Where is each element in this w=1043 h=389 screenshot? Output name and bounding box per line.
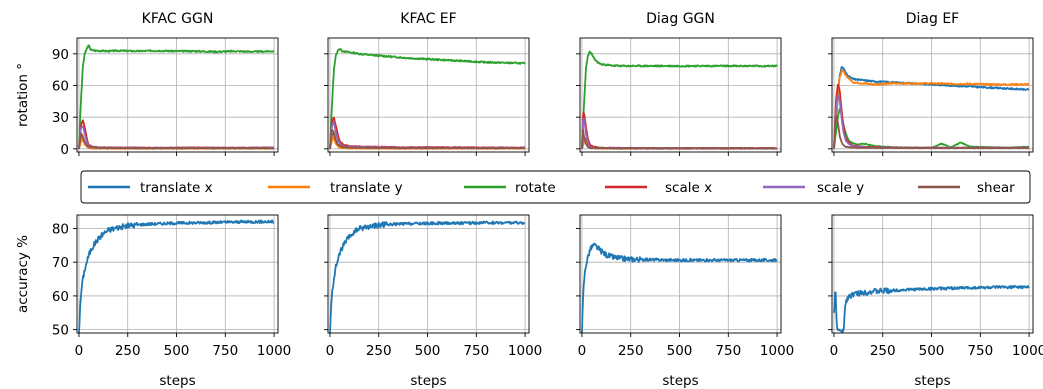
x-tick-label: 750: [212, 343, 238, 359]
x-tick-label: 250: [115, 343, 141, 359]
x-axis-label: steps: [914, 373, 950, 389]
panel-title: Diag GGN: [646, 11, 715, 27]
x-tick-label: 750: [967, 343, 993, 359]
y-tick-label: 30: [52, 110, 69, 126]
x-tick-label: 250: [618, 343, 644, 359]
x-axis-label: steps: [662, 373, 698, 389]
x-tick-label: 1000: [257, 343, 291, 359]
axes-frame: [580, 215, 781, 333]
x-tick-label: 0: [75, 343, 84, 359]
x-tick-label: 500: [164, 343, 190, 359]
panel-title: KFAC EF: [400, 11, 456, 27]
y-tick-label: 60: [52, 289, 69, 305]
panel-title: Diag EF: [906, 11, 959, 27]
x-tick-label: 250: [870, 343, 896, 359]
y-tick-label: 50: [52, 323, 69, 339]
legend-label: scale x: [665, 180, 712, 196]
x-tick-label: 1000: [760, 343, 794, 359]
legend: translate x translate y rotate scale x scale…: [81, 171, 1030, 203]
axes-frame: [832, 215, 1033, 333]
x-tick-label: 1000: [1012, 343, 1043, 359]
legend-label: scale y: [817, 180, 864, 196]
y-tick-label: 80: [52, 221, 69, 237]
x-tick-label: 0: [830, 343, 839, 359]
y-tick-label: 0: [60, 142, 69, 158]
y-tick-label: 60: [52, 79, 69, 95]
x-tick-label: 750: [715, 343, 741, 359]
legend-label: rotate: [515, 180, 556, 196]
axes-frame: [77, 38, 278, 152]
x-tick-label: 500: [667, 343, 693, 359]
x-tick-label: 750: [463, 343, 489, 359]
y-axis-label: accuracy %: [15, 235, 31, 313]
x-tick-label: 0: [578, 343, 587, 359]
x-axis-label: steps: [159, 373, 195, 389]
y-tick-label: 90: [52, 47, 69, 63]
legend-label: translate x: [140, 180, 213, 196]
y-tick-label: 70: [52, 255, 69, 271]
x-tick-label: 500: [919, 343, 945, 359]
legend-label: translate y: [330, 180, 403, 196]
x-tick-label: 1000: [508, 343, 542, 359]
x-tick-label: 500: [415, 343, 441, 359]
panel-title: KFAC GGN: [142, 11, 214, 27]
x-tick-label: 250: [366, 343, 392, 359]
axes-frame: [832, 38, 1033, 152]
axes-frame: [328, 215, 529, 333]
axes-frame: [580, 38, 781, 152]
y-axis-label: rotation °: [15, 63, 31, 127]
legend-label: shear: [977, 180, 1015, 196]
x-axis-label: steps: [410, 373, 446, 389]
x-tick-label: 0: [326, 343, 335, 359]
